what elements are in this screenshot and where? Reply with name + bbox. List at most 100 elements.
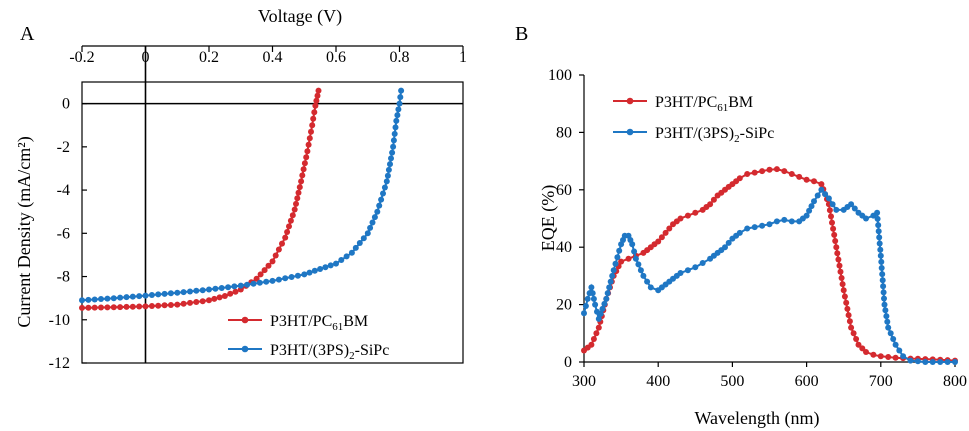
- panel-b-series-1-point: [826, 207, 833, 214]
- panel-b-series-2-point: [884, 318, 891, 325]
- panel-a-series-1-point: [314, 92, 321, 99]
- panel-b-y-tick-label: 80: [556, 124, 572, 141]
- panel-a-series-2-point: [231, 283, 238, 290]
- panel-a-x-tick-label: -0.2: [69, 49, 94, 66]
- legend-label-tail: BM: [343, 313, 368, 330]
- panel-a-series-2-point: [294, 272, 301, 279]
- panel-a-series-1-line: [81, 90, 320, 309]
- panel-b-y-tick-label: 60: [556, 182, 572, 199]
- panel-b-series-2-point: [603, 295, 610, 302]
- panel-b-series-2-point: [584, 295, 591, 302]
- panel-b-series-1-point: [773, 166, 780, 173]
- panel-a-series-1-point: [294, 195, 301, 202]
- panel-a-series-1-point: [306, 135, 313, 142]
- panel-a-y-tick-label: 0: [62, 96, 70, 113]
- legend-label-subscript: 61: [717, 102, 728, 114]
- panel-a-series-2-point: [374, 208, 381, 215]
- panel-a-series-2-point: [155, 291, 162, 298]
- panel-a-series-1-point: [123, 303, 130, 310]
- panel-b-series-2-point: [879, 277, 886, 284]
- panel-a-series-1-point: [221, 293, 228, 299]
- panel-b-series-2-point: [607, 278, 614, 285]
- panel-b-series-1-point: [885, 354, 892, 360]
- panel-a-series-2-point: [367, 224, 374, 231]
- panel-a-series-1-point: [309, 122, 316, 129]
- panel-a-series-1-point: [104, 304, 111, 311]
- panel-a-series-2-point: [104, 295, 111, 302]
- panel-b-series-2-point: [876, 234, 883, 241]
- panel-b-series-2-point: [877, 252, 884, 259]
- panel-b-series-2-point: [829, 201, 836, 208]
- panel-b-series-2-point: [640, 272, 647, 279]
- panel-a-series-1-point: [287, 217, 294, 224]
- panel-a-y-tick-label: -10: [49, 312, 70, 329]
- panel-b-series-2-point: [595, 315, 602, 322]
- panel-a-series-2-point: [393, 117, 400, 124]
- panel-b-series-2-point: [848, 201, 855, 208]
- panel-b-series-1-point: [829, 219, 835, 226]
- panel-a-series-1-point: [227, 290, 234, 297]
- panel-a-plot-frame: [81, 81, 464, 364]
- panel-b-series-2-point: [922, 359, 929, 365]
- panel-a-letter: A: [20, 23, 35, 45]
- panel-a-series-1-point: [275, 246, 282, 253]
- panel-b-series-1-point: [781, 168, 788, 175]
- panel-a-series-2-point: [193, 287, 200, 294]
- panel-b-series-2-point: [811, 198, 817, 205]
- panel-a-series-2-point: [388, 155, 394, 162]
- panel-b-series-2-point: [744, 225, 751, 232]
- panel-b-y-tick-label: 0: [564, 354, 572, 371]
- panel-a-series-2-point: [167, 290, 174, 297]
- legend-label-subscript: 61: [332, 321, 343, 333]
- panel-a-series-2-point: [352, 244, 359, 251]
- panel-a-series-2-point: [161, 290, 168, 297]
- panel-b-series-2-point: [699, 260, 706, 266]
- panel-b-series-2-point: [875, 222, 882, 229]
- panel-b-legend: P3HT/PC61BM P3HT/(3PS)2-SiPc: [613, 94, 774, 145]
- panel-b-y-tick-label: 20: [556, 297, 572, 314]
- panel-b-series-2-point: [637, 267, 644, 274]
- legend-label-main: P3HT/(3PS): [655, 125, 734, 142]
- legend-label-tail: -SiPc: [740, 125, 775, 142]
- panel-a-series-1-point: [301, 160, 308, 167]
- panel-a-series-2-point: [212, 285, 219, 292]
- panel-b-series-2-point: [863, 215, 869, 222]
- panel-b-series-2-point: [907, 357, 914, 364]
- panel-b-series-1-point: [684, 212, 691, 219]
- panel-b-series-1-point: [832, 238, 839, 244]
- panel-b-series-1-point: [838, 275, 845, 281]
- panel-a-series-1-point: [211, 295, 218, 302]
- panel-a-series-1-point: [295, 189, 302, 196]
- panel-b-series-2-point: [880, 283, 887, 290]
- panel-b-series-2-point: [644, 278, 651, 285]
- panel-b-series-1-point: [855, 341, 862, 348]
- legend-label-main: P3HT/(3PS): [270, 342, 349, 359]
- panel-b-series-2-point: [736, 229, 743, 236]
- panel-a-series-1-point: [136, 303, 143, 310]
- panel-b-series-1-point: [803, 176, 810, 183]
- panel-a-series-1-point: [308, 128, 314, 135]
- panel-a-series-1-point: [174, 301, 181, 308]
- panel-b-letter: B: [515, 23, 528, 45]
- panel-b-series-2-point: [881, 301, 888, 308]
- panel-a-series-2-point: [387, 161, 393, 168]
- panel-a-series-1-point: [315, 87, 322, 94]
- panel-a-series-1-point: [180, 300, 187, 307]
- panel-b-series-1-point: [618, 258, 625, 265]
- panel-a-series-1-point: [284, 229, 291, 235]
- panel-a-series-2-point: [98, 296, 104, 302]
- panel-a-series-1-point: [206, 297, 212, 304]
- legend-label-subscript: 2: [734, 133, 740, 145]
- panel-a-series-1-point: [286, 223, 292, 230]
- legend-label-main: P3HT/PC: [655, 94, 717, 111]
- panel-b-series-1-point: [707, 201, 714, 208]
- panel-b-series-1-point: [837, 268, 844, 275]
- panel-a-x-tick-label: 0.8: [390, 49, 410, 66]
- panel-b-series-1-point: [843, 299, 850, 306]
- panel-a-series-2-point: [394, 112, 401, 119]
- panel-a-series-2-point: [91, 296, 98, 303]
- panel-b-series-1-point: [877, 353, 884, 360]
- panel-a-series-2-point: [110, 295, 117, 302]
- panel-b-series-1-point: [834, 250, 841, 257]
- legend-label-tail: BM: [728, 94, 753, 111]
